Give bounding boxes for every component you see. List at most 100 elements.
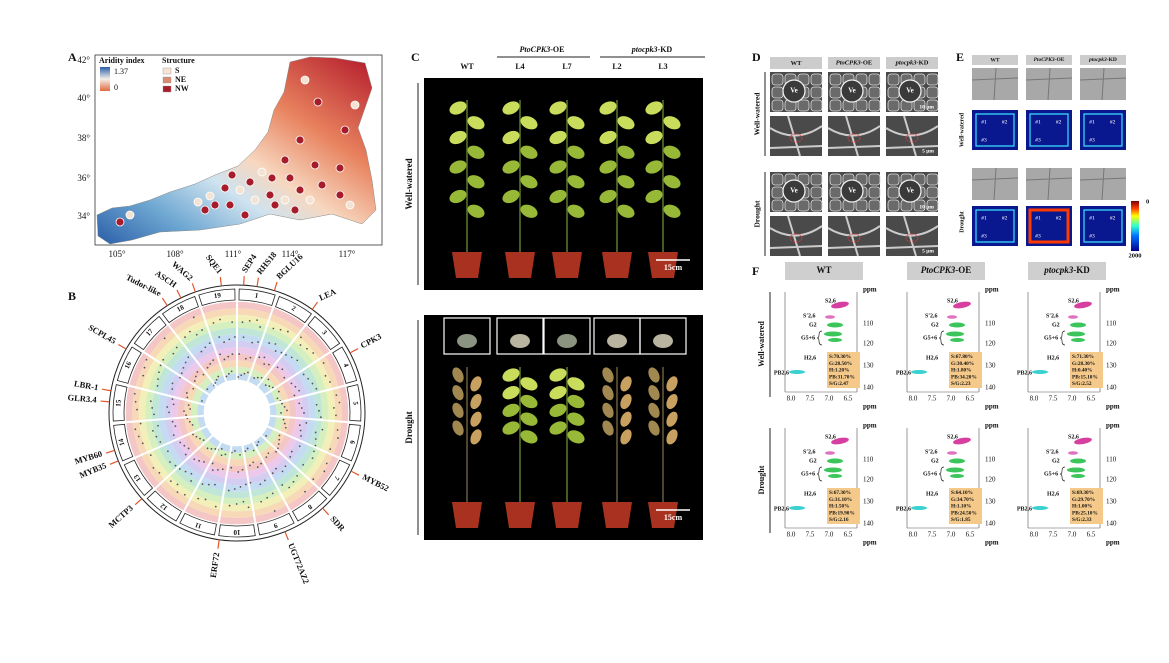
- snp-point: [326, 463, 328, 465]
- snp-point: [316, 404, 318, 406]
- snp-point: [213, 322, 215, 324]
- row-label: Well-watered: [753, 92, 762, 136]
- y-tick-label: 130: [1106, 498, 1117, 506]
- signal-label: S2,6: [1068, 298, 1079, 304]
- composition-text: G:28.30%: [1072, 361, 1095, 367]
- snp-point: [159, 441, 161, 443]
- vessel-label: Ve: [790, 87, 798, 95]
- snp-point: [291, 382, 293, 384]
- x-tick-label: 7.0: [947, 395, 956, 403]
- snp-point: [190, 480, 192, 482]
- gene-name: PtoCPK3: [836, 60, 862, 67]
- snp-point: [300, 430, 302, 432]
- composition-text: PB:24.50%: [951, 510, 977, 516]
- cell: [856, 200, 867, 211]
- signal-g2: [1070, 459, 1086, 464]
- composition-text: PB:15.10%: [1072, 374, 1098, 380]
- x-tick-label: 7.5: [928, 395, 937, 403]
- snp-point: [157, 385, 159, 387]
- x-tick-label: 8.0: [787, 395, 796, 403]
- genotype-suffix: -KD: [917, 60, 929, 67]
- column-header: WT: [460, 62, 474, 71]
- snp-point: [339, 402, 341, 404]
- snp-point: [263, 356, 265, 358]
- signal-label: S2,6: [947, 434, 958, 440]
- snp-point: [237, 471, 239, 473]
- snp-point: [142, 375, 144, 377]
- snp-point: [201, 400, 203, 402]
- snp-point: [228, 490, 230, 492]
- region-label: #2: [1056, 119, 1062, 125]
- y-tick-label: 110: [985, 456, 996, 464]
- gene-name: ptocpk3: [895, 60, 918, 67]
- x-tick-label: 6.5: [844, 395, 853, 403]
- cell: [811, 100, 822, 111]
- sample-site: [241, 211, 249, 219]
- snp-point: [272, 472, 274, 474]
- snp-point: [265, 435, 267, 437]
- snp-point: [158, 472, 160, 474]
- snp-point: [190, 473, 192, 475]
- snp-point: [172, 382, 174, 384]
- snp-point: [293, 481, 295, 483]
- snp-point: [250, 482, 252, 484]
- region-label: #1: [981, 119, 987, 125]
- snp-point: [329, 448, 331, 450]
- snp-point: [282, 470, 284, 472]
- snp-point: [177, 484, 179, 486]
- cell: [811, 87, 822, 98]
- signal-label: S′2,6: [925, 449, 938, 455]
- sample-site: [341, 126, 349, 134]
- snp-point: [305, 422, 307, 424]
- panel-label: E: [956, 50, 964, 64]
- signal-label: H2,6: [804, 355, 816, 361]
- sample-site: [236, 186, 244, 194]
- snp-point: [150, 400, 152, 402]
- axis-unit: ppm: [985, 403, 999, 411]
- axis-unit: ppm: [1106, 422, 1120, 430]
- snp-point: [249, 465, 251, 467]
- y-tick-label: 110: [1106, 320, 1117, 328]
- region-label: #3: [1035, 233, 1041, 239]
- pot: [552, 252, 582, 278]
- x-tick-label: 7.5: [806, 531, 815, 539]
- snp-point: [259, 483, 261, 485]
- gene-name: ptocpk3: [631, 45, 658, 54]
- snp-point: [315, 438, 317, 440]
- sample-site: [268, 174, 276, 182]
- x-tick-label: 6.5: [966, 395, 975, 403]
- y-tick-label: 130: [985, 362, 996, 370]
- composition-text: G:29.70%: [1072, 497, 1095, 503]
- snp-point: [280, 412, 282, 414]
- column-header: PtoCPK3-OE: [520, 45, 565, 54]
- snp-point: [195, 376, 197, 378]
- signal-g56: [946, 332, 964, 337]
- snp-point: [287, 331, 289, 333]
- snp-point: [162, 359, 164, 361]
- sample-site: [228, 171, 236, 179]
- snp-point: [243, 501, 245, 503]
- snp-point: [312, 383, 314, 385]
- snp-point: [218, 336, 220, 338]
- snp-point: [236, 503, 238, 505]
- snp-point: [231, 370, 233, 372]
- panel-label: A: [68, 50, 77, 64]
- legend-title: Aridity index: [99, 56, 145, 65]
- gene-name: PtoCPK3: [921, 265, 956, 275]
- snp-point: [329, 381, 331, 383]
- signal-label: S′2,6: [925, 313, 938, 319]
- y-tick-label: 130: [863, 362, 874, 370]
- panel-label: D: [752, 50, 761, 64]
- region-label: #2: [1110, 215, 1116, 221]
- legend-label: S: [175, 66, 180, 75]
- region-label: #2: [1110, 119, 1116, 125]
- region-label: #3: [1089, 137, 1095, 143]
- signal-label: G2: [931, 458, 939, 464]
- sample-site: [291, 206, 299, 214]
- snp-point: [303, 374, 305, 376]
- row-label: Drought: [404, 411, 414, 443]
- snp-point: [240, 374, 242, 376]
- sample-site: [301, 76, 309, 84]
- cell: [869, 87, 880, 98]
- axis-unit: ppm: [863, 539, 877, 547]
